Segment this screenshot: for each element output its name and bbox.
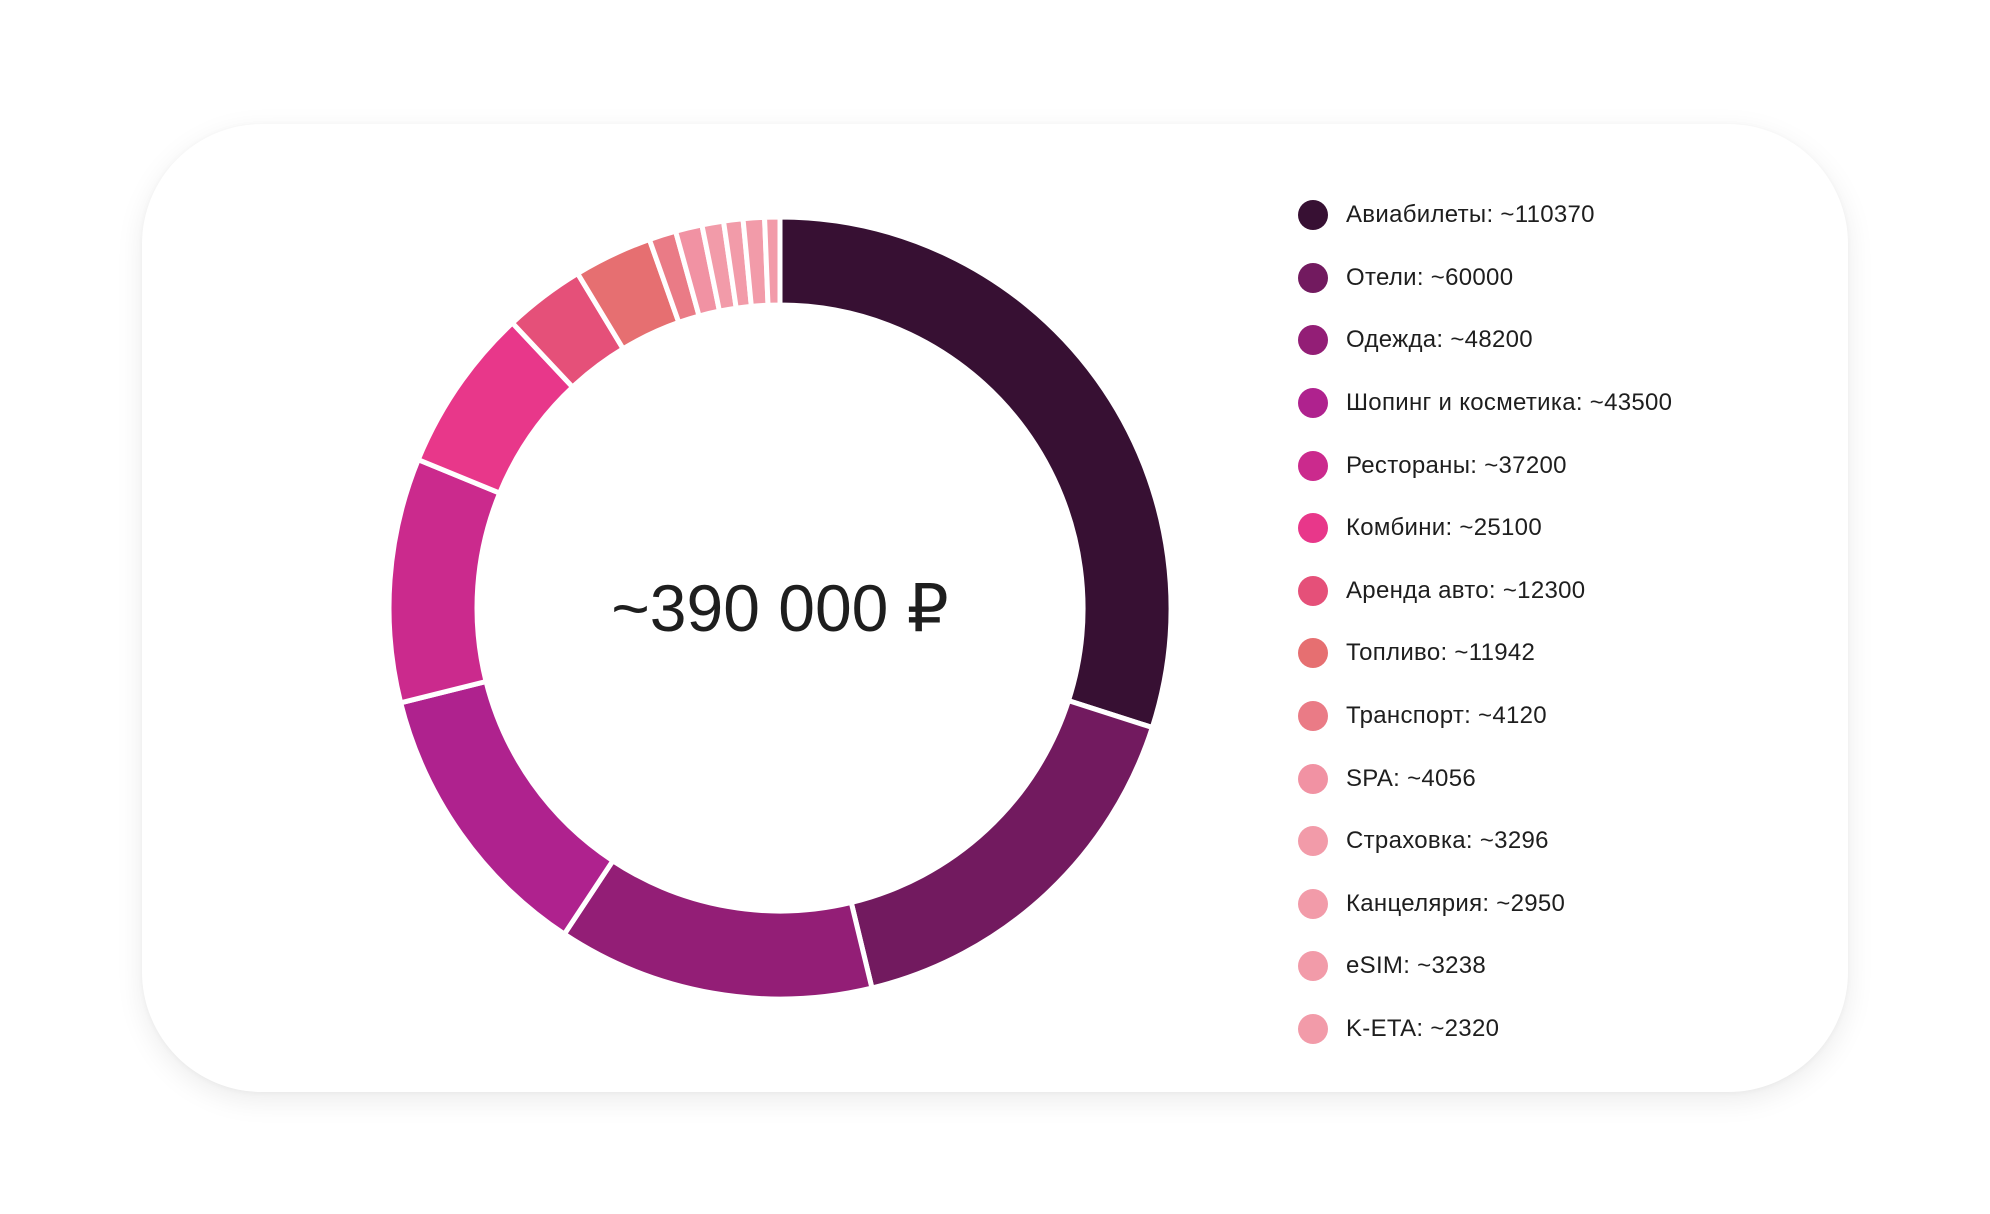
- chart-legend: Авиабилеты: ~110370 Отели: ~60000 Одежда: …: [1298, 184, 1672, 1060]
- donut-slice-14: [761, 214, 783, 308]
- legend-label: Канцелярия: ~2950: [1346, 889, 1566, 917]
- legend-item: Отели: ~60000: [1298, 247, 1672, 310]
- legend-color-dot: [1298, 888, 1328, 919]
- donut-slice-5: [386, 456, 503, 706]
- legend-item: Транспорт: ~4120: [1298, 685, 1672, 748]
- legend-color-dot: [1298, 388, 1328, 419]
- legend-item: Одежда: ~48200: [1298, 309, 1672, 372]
- legend-item: Шопинг и косметика: ~43500: [1298, 372, 1672, 435]
- legend-color-dot: [1298, 763, 1328, 794]
- legend-item: Аренда авто: ~12300: [1298, 560, 1672, 623]
- legend-color-dot: [1298, 701, 1328, 732]
- legend-color-dot: [1298, 513, 1328, 544]
- legend-label: Транспорт: ~4120: [1346, 702, 1547, 730]
- legend-label: K-ETA: ~2320: [1346, 1015, 1500, 1043]
- legend-color-dot: [1298, 951, 1328, 982]
- legend-item: Канцелярия: ~2950: [1298, 873, 1672, 936]
- legend-label: Топливо: ~11942: [1346, 639, 1536, 667]
- legend-item: Авиабилеты: ~110370: [1298, 184, 1672, 247]
- donut-svg: [386, 214, 1174, 1002]
- legend-label: eSIM: ~3238: [1346, 952, 1487, 980]
- donut-chart: ~390 000 ₽: [385, 213, 1175, 1003]
- legend-label: SPA: ~4056: [1346, 764, 1476, 792]
- donut-slice-2: [848, 697, 1156, 992]
- legend-item: Комбини: ~25100: [1298, 497, 1672, 560]
- legend-item: Страховка: ~3296: [1298, 810, 1672, 873]
- donut-slice-4: [397, 678, 617, 938]
- legend-label: Комбини: ~25100: [1346, 514, 1542, 542]
- legend-color-dot: [1298, 575, 1328, 606]
- legend-label: Шопинг и косметика: ~43500: [1346, 389, 1673, 417]
- donut-slice-1: [777, 214, 1174, 731]
- legend-label: Аренда авто: ~12300: [1346, 576, 1586, 604]
- legend-color-dot: [1298, 325, 1328, 356]
- legend-color-dot: [1298, 826, 1328, 857]
- legend-color-dot: [1298, 1014, 1328, 1045]
- donut-slice-3: [560, 857, 875, 1002]
- legend-label: Страховка: ~3296: [1346, 827, 1549, 855]
- legend-item: Топливо: ~11942: [1298, 622, 1672, 685]
- legend-color-dot: [1298, 200, 1328, 231]
- legend-item: Рестораны: ~37200: [1298, 434, 1672, 497]
- legend-color-dot: [1298, 450, 1328, 481]
- legend-item: SPA: ~4056: [1298, 747, 1672, 810]
- legend-label: Рестораны: ~37200: [1346, 451, 1567, 479]
- legend-color-dot: [1298, 262, 1328, 293]
- legend-label: Авиабилеты: ~110370: [1346, 201, 1595, 229]
- legend-label: Отели: ~60000: [1346, 263, 1514, 291]
- legend-label: Одежда: ~48200: [1346, 326, 1533, 354]
- legend-item: K-ETA: ~2320: [1298, 998, 1672, 1061]
- legend-color-dot: [1298, 638, 1328, 669]
- legend-item: eSIM: ~3238: [1298, 935, 1672, 998]
